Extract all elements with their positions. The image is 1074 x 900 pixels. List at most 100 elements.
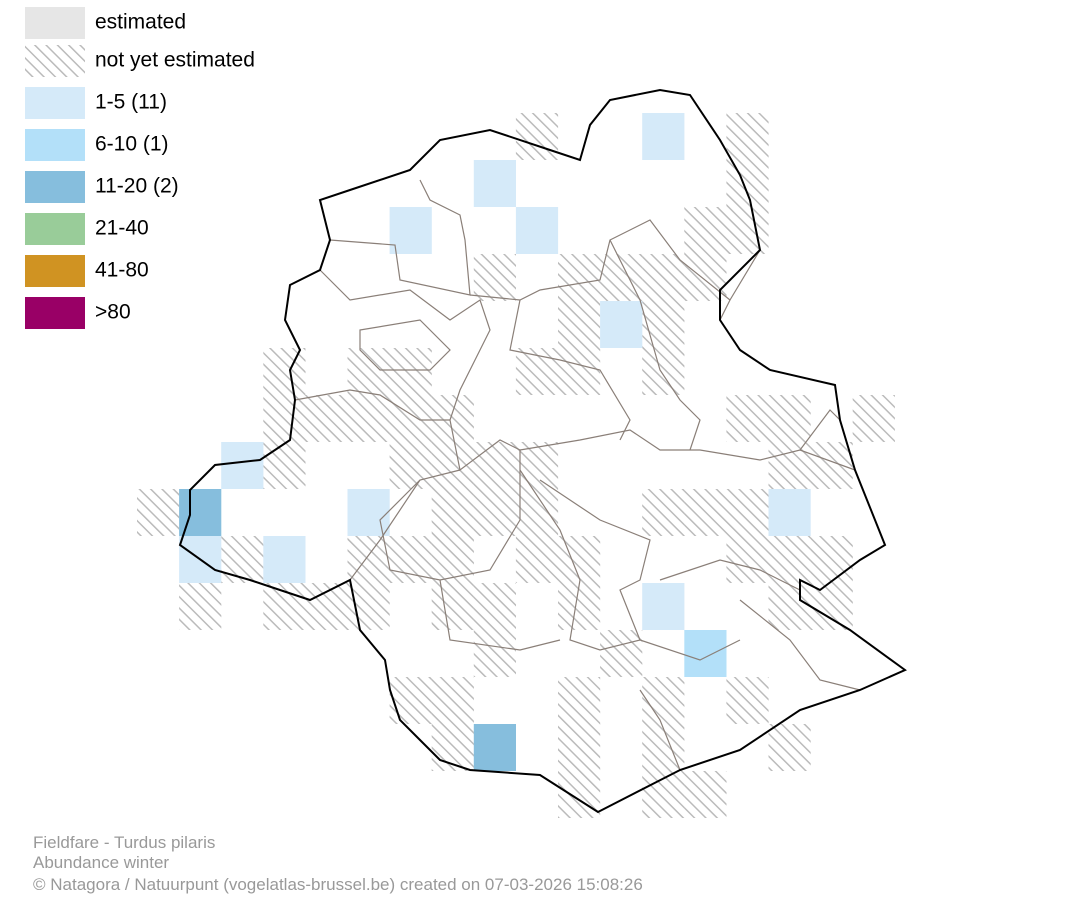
grid-cell (431, 677, 474, 724)
grid-cell (473, 489, 516, 536)
legend-label: estimated (95, 11, 186, 34)
grid-cell (389, 395, 432, 442)
grid-cell (810, 442, 853, 489)
grid-cell (473, 254, 516, 301)
footer-credit: © Natagora / Natuurpunt (vogelatlas-brus… (33, 875, 643, 894)
legend-swatch (25, 255, 85, 287)
grid-cell (726, 395, 769, 442)
grid-cell (558, 677, 601, 724)
grid-cell (221, 442, 264, 489)
grid-cell (431, 536, 474, 583)
legend-label: 11-20 (2) (95, 175, 179, 198)
grid-cell (515, 489, 559, 536)
legend-swatch (25, 45, 85, 77)
grid-cell (431, 442, 474, 489)
grid-cell (726, 113, 769, 160)
grid-cell (263, 395, 306, 442)
grid-cell (263, 442, 306, 489)
grid-cell (389, 348, 432, 395)
grid-cell (558, 771, 601, 818)
grid-cell (768, 724, 811, 771)
grid-cell (263, 583, 306, 630)
grid-cell (473, 583, 516, 630)
grid-cell (347, 395, 390, 442)
grid-cell (768, 489, 811, 536)
grid-cell (558, 254, 601, 301)
grid-cell (600, 301, 643, 348)
grid-cell (179, 583, 222, 630)
legend-swatch (25, 7, 85, 39)
legend-label: not yet estimated (95, 49, 255, 72)
grid-cell (768, 395, 811, 442)
legend-label: 1-5 (11) (95, 91, 167, 114)
grid-cells (137, 113, 895, 818)
grid-cell (473, 442, 516, 489)
legend-label: 41-80 (95, 259, 149, 282)
grid-cell (810, 583, 853, 630)
grid-cell (726, 536, 769, 583)
grid-cell (137, 489, 180, 536)
grid-cell (558, 536, 601, 583)
grid-cell (600, 254, 643, 301)
grid-cell (389, 536, 432, 583)
grid-cell (642, 583, 685, 630)
grid-cell (642, 254, 685, 301)
grid-cell (642, 301, 685, 348)
legend-swatch (25, 87, 85, 119)
legend-swatch (25, 297, 85, 329)
grid-cell (768, 536, 811, 583)
grid-cell (558, 348, 601, 395)
grid-cell (726, 489, 769, 536)
grid-cell (389, 677, 432, 724)
footer-subtitle: Abundance winter (33, 853, 169, 872)
grid-cell (473, 724, 516, 771)
grid-cell (431, 489, 474, 536)
grid-cell (726, 677, 769, 724)
legend-label: 21-40 (95, 217, 149, 240)
footer-species: Fieldfare - Turdus pilaris (33, 833, 215, 852)
grid-cell (684, 207, 727, 254)
grid-cell (810, 536, 853, 583)
grid-cell (347, 348, 390, 395)
grid-cell (768, 442, 811, 489)
legend: estimated not yet estimated 1-5 (11) 6-10 (… (25, 7, 255, 329)
grid-cell (473, 630, 516, 677)
legend-label: 6-10 (1) (95, 133, 169, 156)
grid-cell (263, 536, 306, 583)
grid-cell (389, 207, 432, 254)
grid-cell (642, 348, 685, 395)
grid-cell (515, 536, 559, 583)
grid-cell (263, 348, 306, 395)
grid-cell (431, 724, 474, 771)
grid-cell (558, 583, 601, 630)
legend-label: >80 (95, 301, 131, 324)
grid-cell (600, 630, 643, 677)
grid-cell (389, 442, 432, 489)
grid-cell (221, 536, 264, 583)
grid-cell (305, 583, 348, 630)
grid-cell (768, 583, 811, 630)
grid-cell (642, 489, 685, 536)
grid-cell (347, 583, 390, 630)
grid-cell (684, 630, 727, 677)
grid-cell (515, 113, 559, 160)
grid-cell (305, 395, 348, 442)
grid-cell (726, 207, 769, 254)
grid-cell (642, 113, 685, 160)
legend-swatch (25, 171, 85, 203)
grid-cell (431, 583, 474, 630)
legend-swatch (25, 129, 85, 161)
legend-swatch (25, 213, 85, 245)
grid-cell (684, 489, 727, 536)
grid-cell (558, 724, 601, 771)
grid-cell (558, 301, 601, 348)
municipality-lines (294, 179, 861, 771)
region-boundary (178, 88, 907, 814)
grid-cell (515, 207, 559, 254)
grid-cell (347, 489, 390, 536)
grid-cell (852, 395, 895, 442)
grid-cell (473, 160, 516, 207)
grid-cell (684, 771, 727, 818)
grid-cell (642, 677, 685, 724)
